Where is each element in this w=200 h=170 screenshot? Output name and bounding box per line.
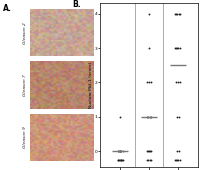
Text: B.: B.: [73, 0, 81, 9]
Point: [149, 150, 152, 152]
Point: [176, 158, 179, 161]
Point: [119, 158, 122, 161]
Point: [119, 158, 122, 161]
Point: [117, 158, 121, 161]
Point: [116, 158, 120, 161]
Point: [145, 158, 148, 161]
Point: [179, 158, 182, 161]
Point: [120, 158, 123, 161]
Point: [145, 150, 148, 152]
Point: [176, 81, 179, 84]
Point: [147, 150, 151, 152]
Point: [173, 47, 177, 49]
Point: [149, 115, 152, 118]
Point: [175, 12, 178, 15]
Point: [175, 47, 178, 49]
Point: [145, 115, 148, 118]
Point: [176, 47, 179, 49]
Point: [116, 150, 120, 152]
Text: Gleason 2: Gleason 2: [23, 22, 27, 44]
Point: [120, 158, 124, 161]
Point: [178, 81, 181, 84]
Point: [121, 158, 124, 161]
Point: [120, 150, 123, 152]
Point: [146, 81, 149, 84]
Point: [173, 12, 177, 15]
Point: [117, 150, 121, 152]
Point: [177, 158, 180, 161]
Point: [175, 158, 178, 161]
Point: [175, 150, 178, 152]
Point: [177, 47, 180, 49]
Text: Gleason 7: Gleason 7: [23, 74, 27, 96]
Point: [149, 81, 152, 84]
Point: [147, 47, 151, 49]
Point: [176, 12, 179, 15]
Point: [121, 150, 124, 152]
Point: [150, 115, 153, 118]
Point: [179, 12, 182, 15]
Point: [177, 115, 181, 118]
Point: [177, 12, 181, 15]
Point: [150, 158, 153, 161]
Point: [117, 158, 120, 161]
Y-axis label: Nuclear Mcl-1 (score): Nuclear Mcl-1 (score): [89, 62, 93, 108]
Point: [118, 150, 121, 152]
Point: [146, 158, 149, 161]
Point: [177, 150, 181, 152]
Point: [119, 150, 122, 152]
Point: [175, 81, 178, 84]
Point: [146, 150, 149, 152]
Point: [149, 158, 152, 161]
Point: [147, 81, 151, 84]
Point: [175, 115, 178, 118]
Point: [173, 158, 177, 161]
Point: [119, 115, 122, 118]
Text: A.: A.: [3, 4, 12, 13]
Point: [146, 115, 149, 118]
Text: Gleason 9: Gleason 9: [23, 126, 27, 148]
Point: [150, 150, 153, 152]
Point: [179, 47, 182, 49]
Point: [147, 12, 151, 15]
